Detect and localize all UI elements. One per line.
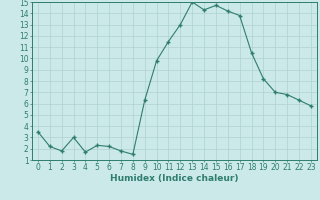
X-axis label: Humidex (Indice chaleur): Humidex (Indice chaleur)	[110, 174, 239, 183]
